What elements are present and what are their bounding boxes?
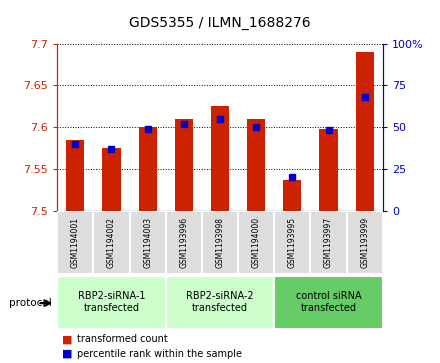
Bar — [347, 211, 383, 274]
Bar — [274, 211, 311, 274]
Bar — [319, 129, 337, 211]
Text: GDS5355 / ILMN_1688276: GDS5355 / ILMN_1688276 — [129, 16, 311, 30]
Text: GSM1194003: GSM1194003 — [143, 217, 152, 268]
Bar — [356, 52, 374, 211]
Text: percentile rank within the sample: percentile rank within the sample — [77, 349, 242, 359]
Text: protocol: protocol — [9, 298, 51, 308]
Text: GSM1194001: GSM1194001 — [71, 217, 80, 268]
Bar — [283, 180, 301, 211]
Text: RBP2-siRNA-2
transfected: RBP2-siRNA-2 transfected — [186, 291, 254, 313]
Bar — [202, 211, 238, 274]
Bar — [175, 119, 193, 211]
Text: control siRNA
transfected: control siRNA transfected — [296, 291, 361, 313]
Text: GSM1194000: GSM1194000 — [252, 217, 260, 268]
Text: GSM1193997: GSM1193997 — [324, 217, 333, 268]
Text: RBP2-siRNA-1
transfected: RBP2-siRNA-1 transfected — [78, 291, 145, 313]
Text: GSM1193999: GSM1193999 — [360, 217, 369, 268]
Bar — [211, 106, 229, 211]
Bar — [238, 211, 274, 274]
Bar — [103, 148, 121, 211]
Text: GSM1193996: GSM1193996 — [180, 217, 188, 268]
Bar — [129, 211, 166, 274]
Bar — [93, 211, 129, 274]
Bar — [139, 127, 157, 211]
Text: transformed count: transformed count — [77, 334, 168, 344]
Bar — [311, 211, 347, 274]
Text: ■: ■ — [62, 349, 72, 359]
Bar — [166, 211, 202, 274]
Bar — [247, 119, 265, 211]
Text: GSM1193998: GSM1193998 — [216, 217, 224, 268]
Bar — [57, 211, 93, 274]
Bar — [274, 276, 383, 329]
Bar — [166, 276, 274, 329]
Text: GSM1194002: GSM1194002 — [107, 217, 116, 268]
Text: ■: ■ — [62, 334, 72, 344]
Bar — [57, 276, 166, 329]
Text: GSM1193995: GSM1193995 — [288, 217, 297, 268]
Bar — [66, 140, 84, 211]
